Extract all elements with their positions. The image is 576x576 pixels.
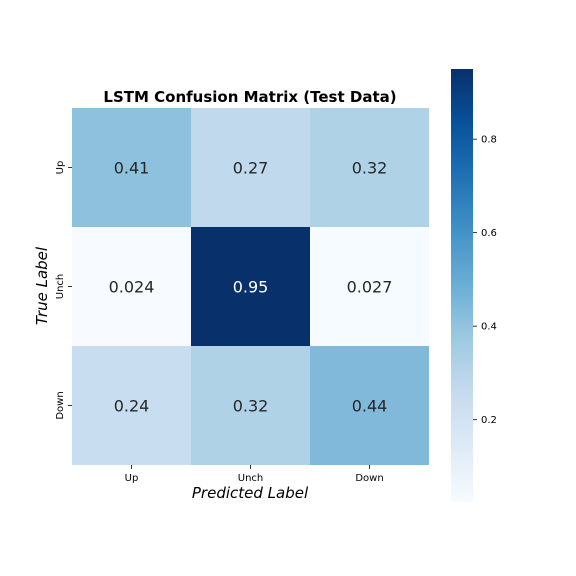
heatmap-cell-value: 0.24 [114, 397, 150, 416]
x-tick-label: Unch [238, 473, 264, 484]
heatmap-cell [72, 227, 191, 346]
heatmap-cell-value: 0.32 [233, 397, 269, 416]
heatmap-cell [310, 346, 429, 465]
heatmap-cell [191, 108, 310, 227]
x-axis-ticks: Up Unch Down [125, 465, 384, 484]
colorbar-tick-label: 0.2 [481, 415, 497, 426]
heatmap-cell [191, 346, 310, 465]
heatmap-cell-value: 0.32 [352, 159, 388, 178]
heatmap-cell [72, 346, 191, 465]
heatmap-cell-value: 0.44 [352, 397, 388, 416]
chart-title: LSTM Confusion Matrix (Test Data) [103, 88, 396, 106]
heatmap-cell [310, 108, 429, 227]
y-tick-label: Up [55, 161, 66, 175]
heatmap-cell-value: 0.95 [233, 278, 269, 297]
colorbar-tick-label: 0.6 [481, 228, 497, 239]
y-tick-label: Unch [55, 274, 66, 300]
heatmap-cell [191, 227, 310, 346]
heatmap-cell-value: 0.024 [109, 278, 155, 297]
heatmap-cell-value: 0.41 [114, 159, 150, 178]
heatmap-cells [72, 108, 429, 465]
colorbar [451, 69, 473, 502]
colorbar-tick-label: 0.4 [481, 322, 497, 333]
heatmap-cell [310, 227, 429, 346]
colorbar-ticks: 0.2 0.4 0.6 0.8 [473, 135, 497, 426]
colorbar-tick-label: 0.8 [481, 135, 497, 146]
y-tick-label: Down [55, 391, 66, 419]
x-tick-label: Up [125, 473, 139, 484]
x-axis-title: Predicted Label [192, 484, 309, 502]
x-tick-label: Down [355, 473, 383, 484]
heatmap-cell-value: 0.27 [233, 159, 269, 178]
y-axis-title: True Label [33, 246, 51, 325]
heatmap-cell-value: 0.027 [347, 278, 393, 297]
y-axis-ticks: Up Unch Down [55, 161, 72, 420]
heatmap-cell [72, 108, 191, 227]
heatmap-cell-labels: 0.41 0.27 0.32 0.024 0.95 0.027 0.24 0.32 0.44 [109, 159, 393, 416]
